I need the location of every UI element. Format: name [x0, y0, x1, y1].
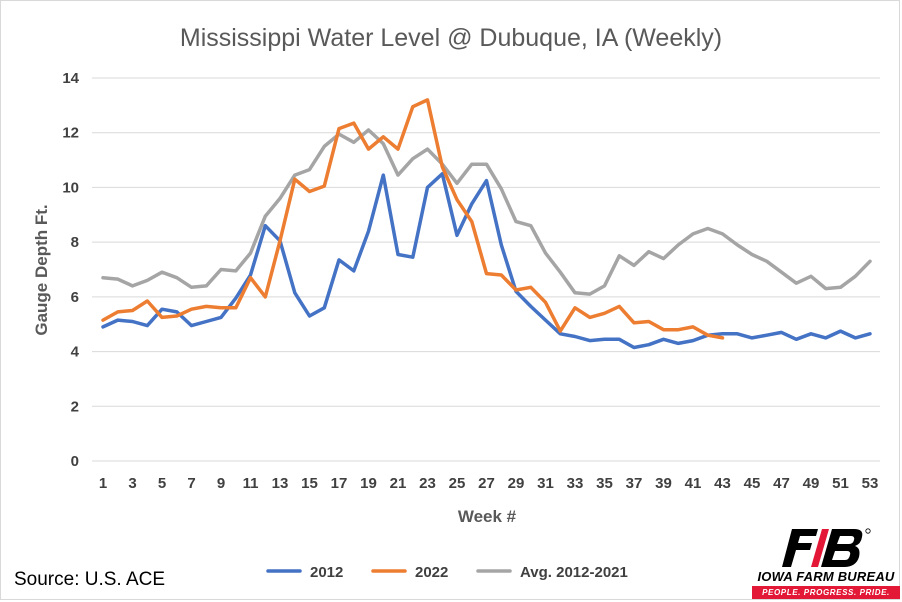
x-tick-label: 43 [714, 475, 731, 492]
logo-tagline: PEOPLE. PROGRESS. PRIDE. [752, 586, 900, 599]
x-tick-label: 23 [419, 475, 436, 492]
x-tick-label: 13 [272, 475, 289, 492]
chart-title: Mississippi Water Level @ Dubuque, IA (W… [180, 24, 722, 52]
x-tick-label: 21 [390, 475, 407, 492]
y-tick-label: 0 [71, 453, 79, 470]
legend-label: 2012 [310, 564, 343, 581]
x-tick-label: 1 [99, 475, 107, 492]
x-tick-label: 17 [331, 475, 348, 492]
x-tick-label: 9 [217, 475, 225, 492]
y-tick-label: 2 [71, 398, 79, 415]
x-tick-label: 7 [187, 475, 195, 492]
x-tick-label: 51 [832, 475, 849, 492]
x-tick-label: 3 [128, 475, 136, 492]
x-tick-label: 25 [449, 475, 466, 492]
y-axis-title: Gauge Depth Ft. [32, 204, 51, 335]
series-line-2012 [101, 172, 872, 350]
x-tick-label: 19 [360, 475, 377, 492]
x-tick-label: 47 [773, 475, 790, 492]
y-tick-label: 12 [62, 125, 79, 142]
gridlines [92, 77, 880, 462]
x-tick-label: 27 [478, 475, 495, 492]
series-layer [101, 98, 872, 350]
legend-label: Avg. 2012-2021 [520, 564, 628, 581]
iowa-farm-bureau-logo: IOWA FARM BUREAU PEOPLE. PROGRESS. PRIDE… [752, 527, 900, 600]
y-tick-label: 14 [62, 70, 79, 87]
logo-name: IOWA FARM BUREAU [757, 569, 895, 584]
y-tick-label: 10 [62, 179, 79, 196]
x-tick-label: 35 [596, 475, 613, 492]
x-tick-label: 39 [655, 475, 672, 492]
x-tick-label: 53 [862, 475, 879, 492]
y-tick-label: 8 [71, 234, 79, 251]
x-tick-label: 15 [301, 475, 318, 492]
source-note: Source: U.S. ACE [14, 569, 166, 590]
x-axis-ticks: 1 3 5 7 9 11 13 15 17 19 21 23 25 27 29 31 33 35 37 39 41 43 4… [99, 475, 879, 492]
x-tick-label: 31 [537, 475, 554, 492]
y-axis-ticks: 0 2 4 6 8 10 12 14 [62, 70, 79, 470]
y-tick-label: 4 [71, 344, 80, 361]
legend: 2012 2022 Avg. 2012-2021 [266, 564, 628, 581]
x-tick-label: 41 [685, 475, 702, 492]
farm-bureau-mark-icon [782, 528, 871, 567]
x-tick-label: 49 [803, 475, 820, 492]
x-tick-label: 33 [567, 475, 584, 492]
x-tick-label: 29 [508, 475, 525, 492]
x-axis-title: Week # [458, 507, 517, 526]
x-tick-label: 37 [626, 475, 643, 492]
x-tick-label: 11 [243, 475, 259, 492]
series-line-2022 [101, 98, 725, 340]
legend-label: 2022 [415, 564, 448, 581]
x-tick-label: 45 [744, 475, 761, 492]
y-tick-label: 6 [71, 289, 79, 306]
series-line-avg-2012-2021 [101, 128, 872, 296]
x-tick-label: 5 [158, 475, 166, 492]
